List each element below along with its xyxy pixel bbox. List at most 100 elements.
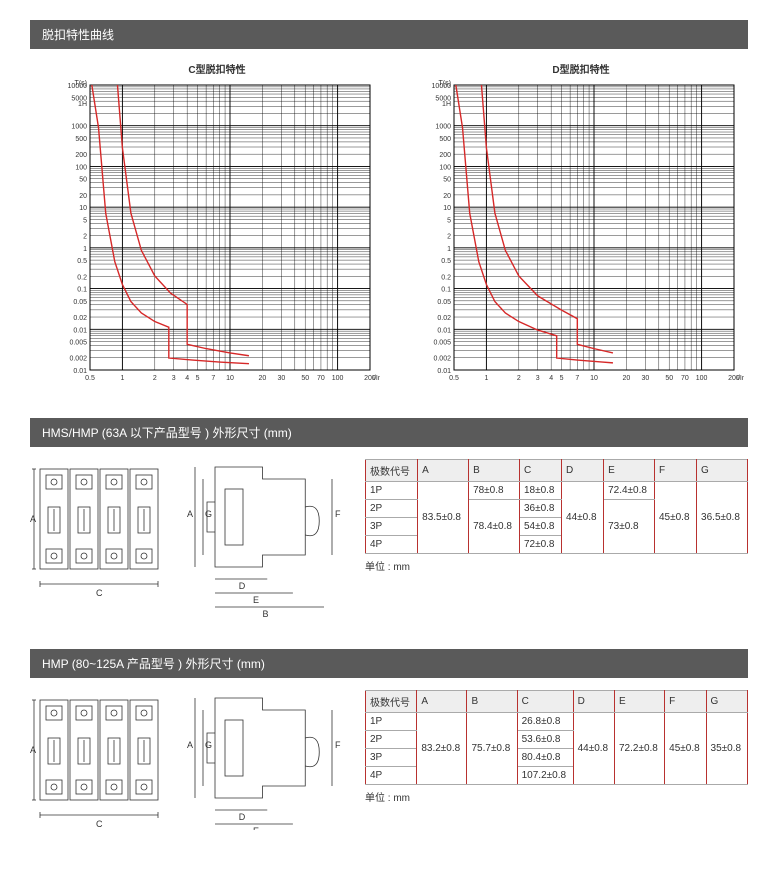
- table-header: D: [573, 691, 614, 713]
- dim125-table: 极数代号ABCDEFG1P83.2±0.875.7±0.826.8±0.844±…: [365, 690, 748, 785]
- svg-text:T(s): T(s): [439, 80, 451, 87]
- table-header: A: [418, 460, 469, 482]
- svg-text:C: C: [96, 819, 103, 829]
- chart-d-title: D型脱扣特性: [414, 61, 748, 76]
- svg-text:1: 1: [120, 375, 124, 382]
- chart-c-title: C型脱扣特性: [50, 61, 384, 76]
- svg-text:0.05: 0.05: [437, 299, 451, 306]
- svg-text:0.1: 0.1: [77, 287, 87, 294]
- svg-text:2: 2: [517, 375, 521, 382]
- table-header: D: [562, 460, 604, 482]
- dim125-front-drawing: AC: [30, 690, 175, 830]
- dim125-side-drawing: AGFDEB: [185, 690, 355, 830]
- svg-text:1: 1: [484, 375, 488, 382]
- dim125-row: AC AGFDEB 极数代号ABCDEFG1P83.2±0.875.7±0.82…: [30, 690, 748, 830]
- dim125-table-area: 极数代号ABCDEFG1P83.2±0.875.7±0.826.8±0.844±…: [365, 690, 748, 804]
- svg-text:10: 10: [590, 375, 598, 382]
- svg-text:0.01: 0.01: [437, 327, 451, 334]
- svg-text:5: 5: [447, 217, 451, 224]
- svg-text:I/In: I/In: [372, 375, 380, 382]
- svg-text:0.5: 0.5: [449, 375, 459, 382]
- svg-text:50: 50: [79, 177, 87, 184]
- svg-text:1000: 1000: [71, 124, 87, 131]
- svg-text:20: 20: [258, 375, 266, 382]
- svg-text:0.05: 0.05: [73, 299, 87, 306]
- svg-text:0.1: 0.1: [441, 287, 451, 294]
- table-header: C: [519, 460, 561, 482]
- svg-text:D: D: [239, 812, 246, 822]
- svg-text:0.02: 0.02: [73, 315, 87, 322]
- svg-text:0.02: 0.02: [437, 315, 451, 322]
- dim63-row: AC AGFDEB 极数代号ABCDEFG1P83.5±0.878±0.818±…: [30, 459, 748, 624]
- svg-text:500: 500: [439, 136, 451, 143]
- svg-text:0.005: 0.005: [433, 340, 451, 347]
- svg-text:0.2: 0.2: [441, 274, 451, 281]
- svg-text:4: 4: [549, 375, 553, 382]
- dim63-table-area: 极数代号ABCDEFG1P83.5±0.878±0.818±0.844±0.87…: [365, 459, 748, 573]
- svg-text:30: 30: [641, 375, 649, 382]
- table-header: G: [706, 691, 747, 713]
- svg-text:20: 20: [443, 193, 451, 200]
- svg-text:3: 3: [536, 375, 540, 382]
- svg-text:1H: 1H: [78, 101, 87, 108]
- svg-text:5: 5: [196, 375, 200, 382]
- table-header: B: [469, 460, 520, 482]
- svg-text:5: 5: [83, 217, 87, 224]
- svg-text:1000: 1000: [435, 124, 451, 131]
- svg-text:5: 5: [560, 375, 564, 382]
- svg-text:0.01: 0.01: [73, 368, 87, 375]
- svg-text:10: 10: [226, 375, 234, 382]
- svg-text:E: E: [253, 826, 259, 830]
- svg-text:1H: 1H: [442, 101, 451, 108]
- svg-text:B: B: [263, 609, 269, 619]
- table-header: F: [665, 691, 706, 713]
- svg-text:A: A: [187, 509, 193, 519]
- svg-text:4: 4: [185, 375, 189, 382]
- svg-text:A: A: [30, 514, 36, 524]
- svg-text:G: G: [205, 740, 212, 750]
- svg-text:A: A: [30, 745, 36, 755]
- svg-text:100: 100: [75, 164, 87, 171]
- charts-container: C型脱扣特性 10000500010001H500200100502010521…: [30, 61, 748, 393]
- svg-text:2: 2: [447, 234, 451, 241]
- svg-text:50: 50: [301, 375, 309, 382]
- svg-text:2: 2: [153, 375, 157, 382]
- svg-text:20: 20: [622, 375, 630, 382]
- svg-text:0.01: 0.01: [73, 327, 87, 334]
- svg-text:2: 2: [83, 234, 87, 241]
- dim63-table: 极数代号ABCDEFG1P83.5±0.878±0.818±0.844±0.87…: [365, 459, 748, 554]
- chart-d-svg: 10000500010001H5002001005020105210.50.20…: [414, 80, 744, 390]
- svg-text:70: 70: [317, 375, 325, 382]
- svg-text:0.5: 0.5: [85, 375, 95, 382]
- svg-text:0.005: 0.005: [69, 340, 87, 347]
- chart-d-block: D型脱扣特性 10000500010001H500200100502010521…: [414, 61, 748, 393]
- svg-text:1: 1: [447, 246, 451, 253]
- dim63-front-drawing: AC: [30, 459, 175, 609]
- svg-text:7: 7: [575, 375, 579, 382]
- svg-text:D: D: [239, 581, 246, 591]
- svg-text:7: 7: [211, 375, 215, 382]
- svg-text:0.002: 0.002: [69, 356, 87, 363]
- svg-text:A: A: [187, 740, 193, 750]
- svg-text:30: 30: [277, 375, 285, 382]
- svg-text:0.5: 0.5: [77, 258, 87, 265]
- svg-text:70: 70: [681, 375, 689, 382]
- svg-text:G: G: [205, 509, 212, 519]
- dim63-unit: 单位 : mm: [365, 558, 748, 573]
- chart-c-block: C型脱扣特性 10000500010001H500200100502010521…: [50, 61, 384, 393]
- table-header: G: [697, 460, 748, 482]
- svg-text:0.01: 0.01: [437, 368, 451, 375]
- dim125-unit: 单位 : mm: [365, 789, 748, 804]
- table-header: E: [615, 691, 665, 713]
- svg-text:100: 100: [439, 164, 451, 171]
- svg-text:E: E: [253, 595, 259, 605]
- section-header-dim63: HMS/HMP (63A 以下产品型号 ) 外形尺寸 (mm): [30, 418, 748, 447]
- section-header-curves: 脱扣特性曲线: [30, 20, 748, 49]
- svg-text:200: 200: [75, 152, 87, 159]
- section-header-dim125: HMP (80~125A 产品型号 ) 外形尺寸 (mm): [30, 649, 748, 678]
- svg-text:100: 100: [332, 375, 344, 382]
- table-header: E: [604, 460, 655, 482]
- table-header: C: [517, 691, 573, 713]
- svg-text:C: C: [96, 588, 103, 598]
- table-header: F: [655, 460, 697, 482]
